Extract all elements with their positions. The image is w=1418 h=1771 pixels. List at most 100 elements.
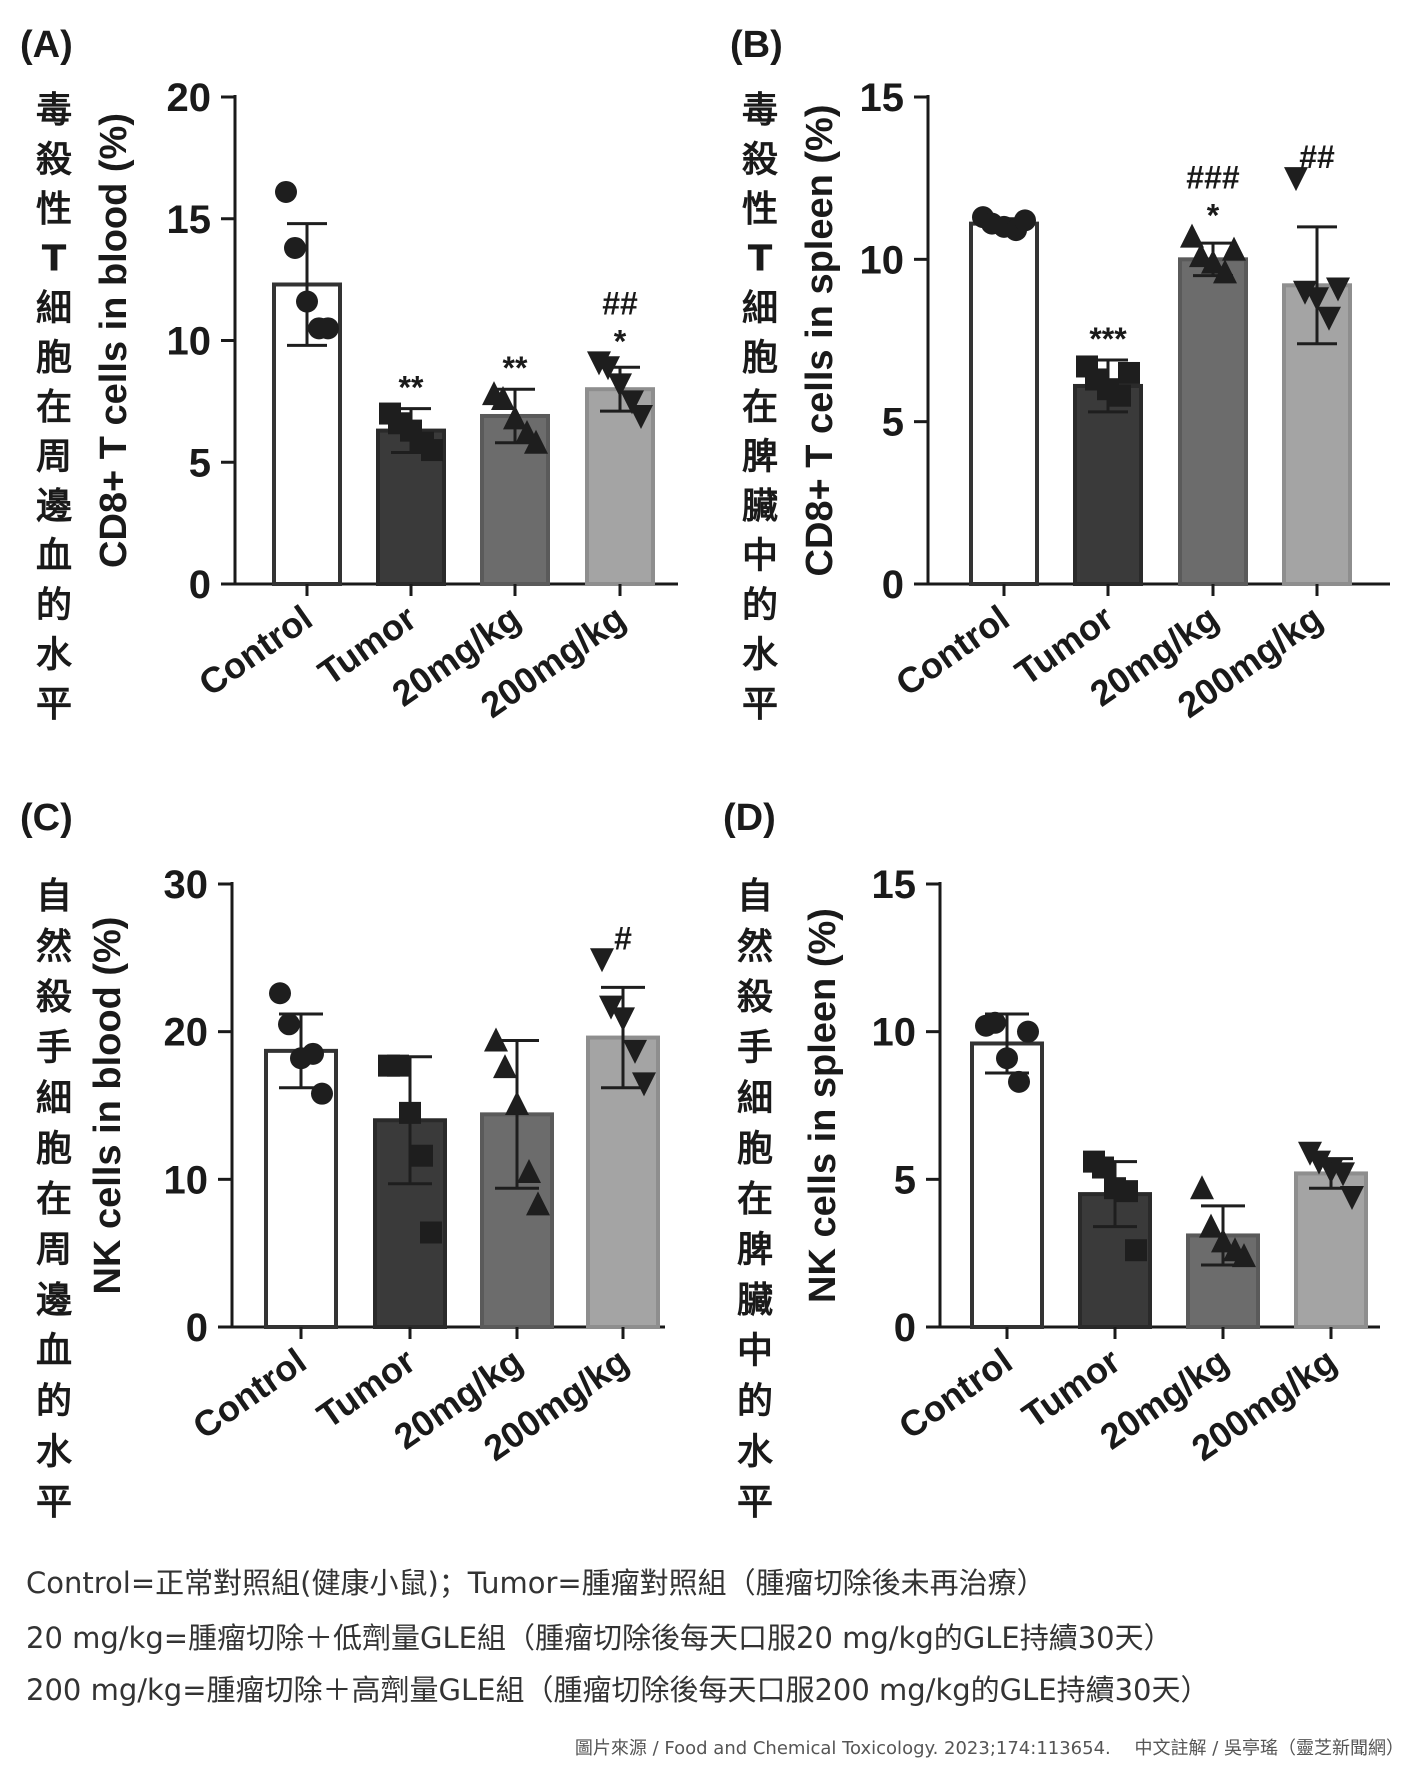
data-point xyxy=(1293,280,1317,305)
side-caption-char: 中 xyxy=(742,536,778,577)
side-caption-char: 在 xyxy=(742,387,778,428)
data-point xyxy=(1305,287,1329,312)
y-tick-label: 5 xyxy=(882,401,904,445)
y-tick-label: 30 xyxy=(164,863,209,907)
data-point xyxy=(503,405,527,430)
data-point xyxy=(387,1054,409,1077)
side-caption-char: 平 xyxy=(36,684,72,725)
panel-letter: (C) xyxy=(20,797,73,839)
side-caption-char: 中 xyxy=(737,1331,773,1372)
side-caption-char: 在 xyxy=(36,387,72,428)
side-caption-char: 平 xyxy=(36,1482,72,1523)
y-tick-label: 10 xyxy=(164,1158,209,1202)
data-point xyxy=(317,317,339,340)
bar-control xyxy=(970,1041,1044,1329)
data-point xyxy=(278,1013,300,1036)
side-caption-char: 胞 xyxy=(36,338,72,379)
y-tick-label: 0 xyxy=(894,1306,916,1350)
side-caption-char: 殺 xyxy=(742,140,778,181)
data-point xyxy=(311,1082,333,1105)
side-caption-char: 然 xyxy=(737,926,773,968)
data-point xyxy=(1017,1020,1039,1043)
data-point xyxy=(1199,1213,1223,1238)
data-point xyxy=(1211,1228,1235,1253)
side-caption-char: 水 xyxy=(742,635,779,676)
y-axis-label: CD8+ T cells in spleen (%) xyxy=(799,105,841,577)
side-caption-char: 周 xyxy=(36,437,72,478)
data-point xyxy=(1222,236,1246,261)
side-caption-char: 的 xyxy=(36,585,72,626)
y-tick-label: 0 xyxy=(882,563,904,607)
data-point xyxy=(302,1042,324,1065)
y-axis-label: NK cells in blood (%) xyxy=(87,917,129,1295)
side-caption-char: 水 xyxy=(36,635,73,676)
side-caption-char: T xyxy=(42,239,67,280)
side-caption-char: 臟 xyxy=(737,1280,773,1321)
side-caption-char: 性 xyxy=(36,189,72,230)
side-caption-char: 脾 xyxy=(737,1230,773,1271)
side-caption-char: 手 xyxy=(36,1028,72,1069)
bar-tumor xyxy=(1073,383,1143,586)
side-caption-char: 細 xyxy=(737,1078,773,1119)
data-point xyxy=(284,236,306,259)
significance-mark: ** xyxy=(399,370,424,406)
data-point xyxy=(623,1039,647,1064)
data-point xyxy=(420,1221,442,1244)
side-caption-char: 在 xyxy=(737,1179,773,1220)
data-point xyxy=(1331,1162,1355,1187)
data-point xyxy=(1116,1180,1138,1203)
y-tick-label: 10 xyxy=(872,1011,917,1055)
y-axis-label: CD8+ T cells in blood (%) xyxy=(93,113,135,568)
side-caption-char: 的 xyxy=(36,1381,72,1422)
side-caption-char: 細 xyxy=(742,288,778,329)
side-caption-char: 殺 xyxy=(36,140,72,181)
y-tick-label: 15 xyxy=(872,863,917,907)
data-point xyxy=(1008,1070,1030,1093)
data-point xyxy=(590,948,614,973)
data-point xyxy=(620,390,644,415)
y-tick-label: 20 xyxy=(167,76,212,120)
significance-mark: # xyxy=(614,920,632,956)
side-caption-char: 的 xyxy=(742,585,778,626)
side-caption-char: 平 xyxy=(742,684,778,725)
side-caption-char: 臟 xyxy=(742,486,778,527)
side-caption-char: 水 xyxy=(737,1432,774,1473)
data-point xyxy=(1326,277,1350,302)
data-point xyxy=(1340,1186,1364,1211)
side-caption-char: 胞 xyxy=(36,1129,72,1170)
x-tick-label-control: Control xyxy=(185,1340,313,1447)
data-point xyxy=(596,356,620,381)
data-point xyxy=(1125,1239,1147,1262)
data-point xyxy=(493,1054,517,1079)
significance-mark: *** xyxy=(1089,321,1127,357)
side-caption-char: 水 xyxy=(36,1432,73,1473)
data-point xyxy=(1284,167,1308,192)
data-point xyxy=(1109,384,1131,407)
side-caption-char: 自 xyxy=(737,876,773,917)
y-tick-label: 20 xyxy=(164,1011,209,1055)
data-point xyxy=(491,385,515,410)
side-caption-char: 脾 xyxy=(742,437,778,478)
data-point xyxy=(608,373,632,398)
significance-mark: * xyxy=(614,323,627,359)
y-tick-label: 15 xyxy=(860,76,905,120)
significance-mark: ## xyxy=(1299,139,1335,175)
side-caption-char: 自 xyxy=(36,876,72,917)
data-point xyxy=(296,290,318,313)
side-caption-char: 邊 xyxy=(36,1280,72,1321)
y-tick-label: 10 xyxy=(860,238,905,282)
data-point xyxy=(505,1091,529,1116)
data-point xyxy=(1092,1156,1114,1179)
side-caption-char: 細 xyxy=(36,1078,72,1119)
panel-letter: (B) xyxy=(730,24,783,66)
y-tick-label: 15 xyxy=(167,198,212,242)
data-point xyxy=(1180,223,1204,248)
side-caption-char: 手 xyxy=(737,1028,773,1069)
side-caption-char: 性 xyxy=(742,189,778,230)
data-point xyxy=(611,1007,635,1032)
